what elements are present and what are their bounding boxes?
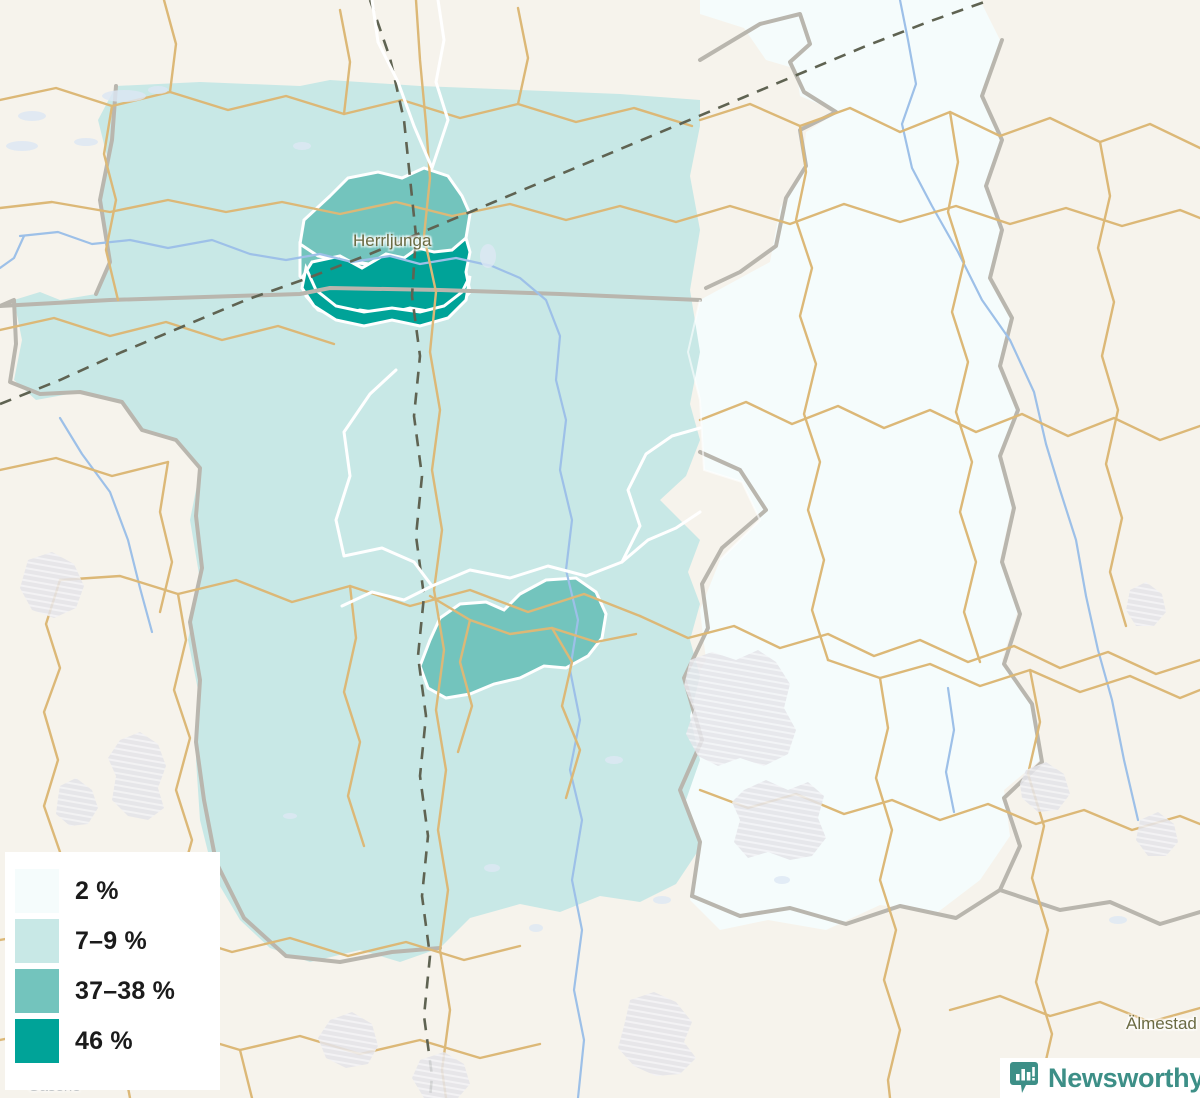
area-outlines	[686, 299, 762, 561]
legend-swatch	[15, 919, 59, 963]
legend-label: 7–9 %	[75, 926, 147, 955]
lakes	[6, 86, 1127, 932]
railway	[0, 0, 991, 1098]
legend-item: 2 %	[5, 866, 220, 916]
legend-item: 7–9 %	[5, 916, 220, 966]
inner-boundaries	[334, 0, 702, 608]
legend-item: 37–38 %	[5, 966, 220, 1016]
legend-swatch	[15, 969, 59, 1013]
place-label-herrljunga: Herrljunga	[353, 231, 432, 250]
newsworthy-wordmark: Newsworthy	[1048, 1062, 1200, 1093]
bar-chart-pin-icon	[1010, 1062, 1038, 1093]
legend-label: 46 %	[75, 1026, 133, 1055]
legend-swatch	[15, 1019, 59, 1063]
rivers	[0, 0, 1140, 1098]
legend-item: 46 %	[5, 1016, 220, 1066]
newsworthy-branding: Newsworthy	[1000, 1058, 1200, 1098]
area-class-37-38pct-south	[418, 576, 608, 700]
legend-swatch	[15, 869, 59, 913]
legend-label: 37–38 %	[75, 976, 176, 1005]
area-class-7-9pct	[14, 80, 700, 962]
legend: 2 % 7–9 % 37–38 % 46 %	[5, 852, 220, 1090]
legend-label: 2 %	[75, 876, 119, 905]
place-label-almestad: Älmestad	[1126, 1014, 1197, 1033]
